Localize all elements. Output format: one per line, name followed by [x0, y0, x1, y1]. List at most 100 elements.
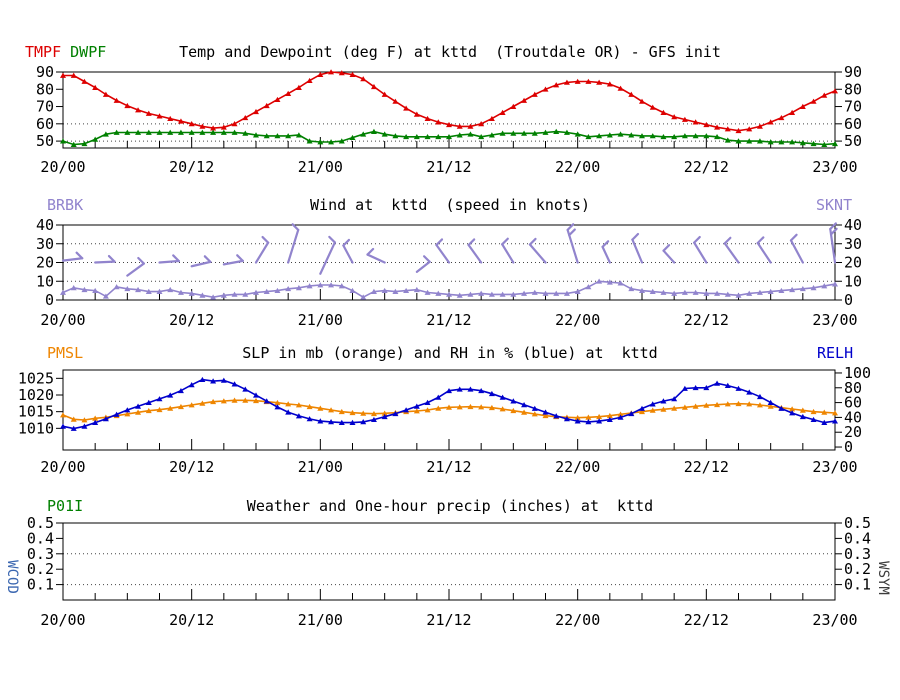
- plot-frame: [62, 522, 836, 601]
- svg-text:21/12: 21/12: [426, 311, 471, 329]
- svg-text:100: 100: [844, 364, 871, 382]
- svg-text:0.2: 0.2: [27, 560, 54, 578]
- svg-text:70: 70: [36, 98, 54, 116]
- svg-text:23/00: 23/00: [812, 458, 857, 476]
- svg-text:23/00: 23/00: [812, 611, 857, 629]
- svg-text:80: 80: [844, 379, 862, 397]
- svg-text:30: 30: [844, 235, 862, 253]
- svg-text:20/00: 20/00: [40, 311, 85, 329]
- legend-sknt-label: SKNT: [816, 196, 853, 214]
- pmsl-series: [60, 397, 838, 423]
- svg-text:60: 60: [844, 115, 862, 133]
- svg-text:22/12: 22/12: [684, 311, 729, 329]
- svg-text:80: 80: [844, 80, 862, 98]
- svg-text:50: 50: [36, 132, 54, 150]
- svg-text:1015: 1015: [18, 403, 54, 421]
- svg-text:20/12: 20/12: [169, 158, 214, 176]
- svg-text:0: 0: [45, 291, 54, 309]
- panel-precip-header: P01I Weather and One-hour precip (inches…: [0, 499, 900, 517]
- svg-text:22/12: 22/12: [684, 458, 729, 476]
- svg-text:20/12: 20/12: [169, 311, 214, 329]
- relh-series: [60, 376, 838, 431]
- panel-slp-rh-header: PMSL SLP in mb (orange) and RH in % (blu…: [0, 346, 900, 364]
- legend-p01i-label: P01I: [47, 497, 84, 515]
- panel-temp-header: TMPF DWPF Temp and Dewpoint (deg F) at k…: [0, 45, 900, 63]
- svg-text:20: 20: [36, 254, 54, 272]
- legend-relh-label: RELH: [817, 344, 854, 362]
- plot-frame: [62, 369, 836, 451]
- precip-plot: 0.10.20.30.40.50.10.20.30.40.520/00 20/12…: [27, 514, 871, 629]
- svg-text:60: 60: [844, 394, 862, 412]
- svg-text:23/00: 23/00: [812, 311, 857, 329]
- panel-precip-title: Weather and One-hour precip (inches) at …: [246, 497, 654, 515]
- gridlines: [63, 553, 835, 586]
- legend-dwpf-label: DWPF: [70, 43, 107, 61]
- svg-text:50: 50: [844, 132, 862, 150]
- svg-text:1020: 1020: [18, 386, 54, 404]
- svg-text:21/00: 21/00: [298, 158, 343, 176]
- svg-text:20: 20: [844, 423, 862, 441]
- legend-brbk-label: BRBK: [47, 196, 84, 214]
- svg-text:22/00: 22/00: [555, 158, 600, 176]
- svg-text:0.4: 0.4: [27, 529, 54, 547]
- svg-text:21/00: 21/00: [298, 611, 343, 629]
- svg-text:1025: 1025: [18, 369, 54, 387]
- svg-text:0.1: 0.1: [27, 576, 54, 594]
- svg-text:0.5: 0.5: [844, 514, 871, 532]
- svg-text:40: 40: [36, 216, 54, 234]
- svg-text:20/12: 20/12: [169, 458, 214, 476]
- svg-text:80: 80: [36, 80, 54, 98]
- svg-text:21/12: 21/12: [426, 611, 471, 629]
- legend-tmpf-label: TMPF: [25, 43, 62, 61]
- svg-text:22/12: 22/12: [684, 611, 729, 629]
- svg-text:70: 70: [844, 98, 862, 116]
- svg-text:0.3: 0.3: [27, 545, 54, 563]
- svg-text:0.3: 0.3: [844, 545, 871, 563]
- svg-text:1010: 1010: [18, 419, 54, 437]
- svg-text:0.5: 0.5: [27, 514, 54, 532]
- svg-text:20/00: 20/00: [40, 158, 85, 176]
- tmpf-series: [60, 69, 838, 134]
- legend-pmsl-label: PMSL: [47, 344, 84, 362]
- legend-temp-dewpoint: TMPF DWPF: [25, 45, 106, 60]
- x-axis: 20/00 20/12 21/00 21/12 22/00 22/12 23/00: [40, 439, 858, 476]
- x-axis: 20/00 20/12 21/00 21/12 22/00 22/12 23/00: [40, 137, 858, 176]
- svg-text:0: 0: [844, 438, 853, 456]
- svg-text:0.1: 0.1: [844, 576, 871, 594]
- svg-text:21/12: 21/12: [426, 458, 471, 476]
- svg-text:40: 40: [844, 216, 862, 234]
- svg-text:22/12: 22/12: [684, 158, 729, 176]
- gridlines: [63, 243, 835, 282]
- svg-text:20/00: 20/00: [40, 458, 85, 476]
- svg-text:0.2: 0.2: [844, 560, 871, 578]
- svg-text:22/00: 22/00: [555, 611, 600, 629]
- y-axis-labels: 0.10.20.30.40.50.10.20.30.40.5: [27, 514, 871, 594]
- svg-text:30: 30: [36, 235, 54, 253]
- svg-text:23/00: 23/00: [812, 158, 857, 176]
- svg-text:10: 10: [844, 272, 862, 290]
- svg-text:20/00: 20/00: [40, 611, 85, 629]
- panel-wind-title: Wind at kttd (speed in knots): [310, 196, 590, 214]
- svg-text:21/00: 21/00: [298, 458, 343, 476]
- svg-text:90: 90: [36, 63, 54, 81]
- svg-text:60: 60: [36, 115, 54, 133]
- svg-text:0: 0: [844, 291, 853, 309]
- svg-text:22/00: 22/00: [555, 311, 600, 329]
- panel-slp-rh-title: SLP in mb (orange) and RH in % (blue) at…: [242, 344, 658, 362]
- svg-text:21/12: 21/12: [426, 158, 471, 176]
- svg-text:21/00: 21/00: [298, 311, 343, 329]
- svg-text:22/00: 22/00: [555, 458, 600, 476]
- x-axis: 20/00 20/12 21/00 21/12 22/00 22/12 23/00: [40, 589, 858, 629]
- svg-text:20/12: 20/12: [169, 611, 214, 629]
- panel-wind-header: BRBK Wind at kttd (speed in knots) SKNT: [0, 198, 900, 216]
- wind-barbs: [61, 222, 838, 277]
- dwpf-series: [60, 128, 838, 147]
- sknt-series: [60, 278, 838, 300]
